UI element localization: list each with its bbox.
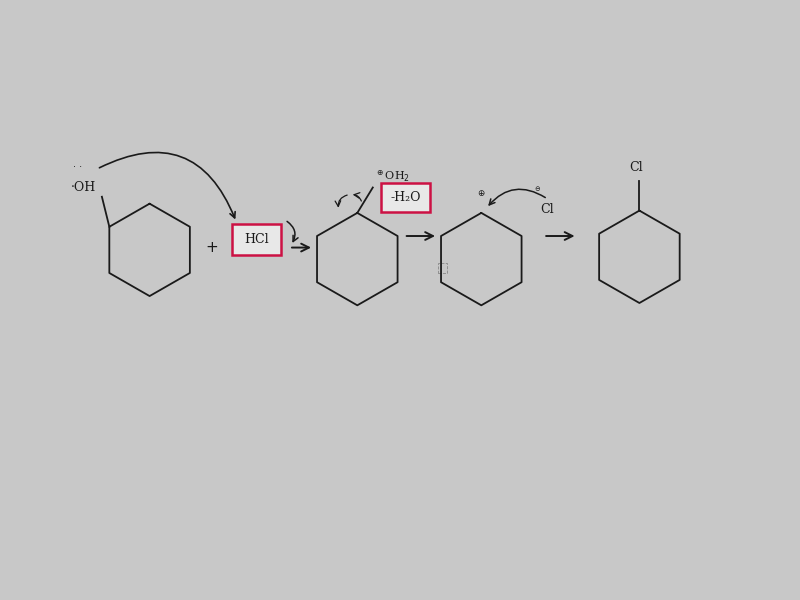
Text: $^\oplus$: $^\oplus$ [476, 190, 486, 203]
Bar [438, 263, 446, 273]
Text: $^\ominus$: $^\ominus$ [533, 186, 541, 196]
Text: Cl: Cl [630, 161, 643, 173]
Text: -H₂O: -H₂O [390, 191, 421, 204]
Text: $^\oplus$OH$_2$: $^\oplus$OH$_2$ [374, 169, 410, 184]
Text: HCl: HCl [244, 233, 269, 246]
FancyBboxPatch shape [381, 183, 430, 212]
Text: ·OH: ·OH [71, 181, 96, 194]
FancyBboxPatch shape [232, 224, 281, 256]
Text: Cl: Cl [540, 203, 554, 216]
Text: +: + [206, 240, 218, 255]
Text: · ·: · · [74, 162, 82, 172]
